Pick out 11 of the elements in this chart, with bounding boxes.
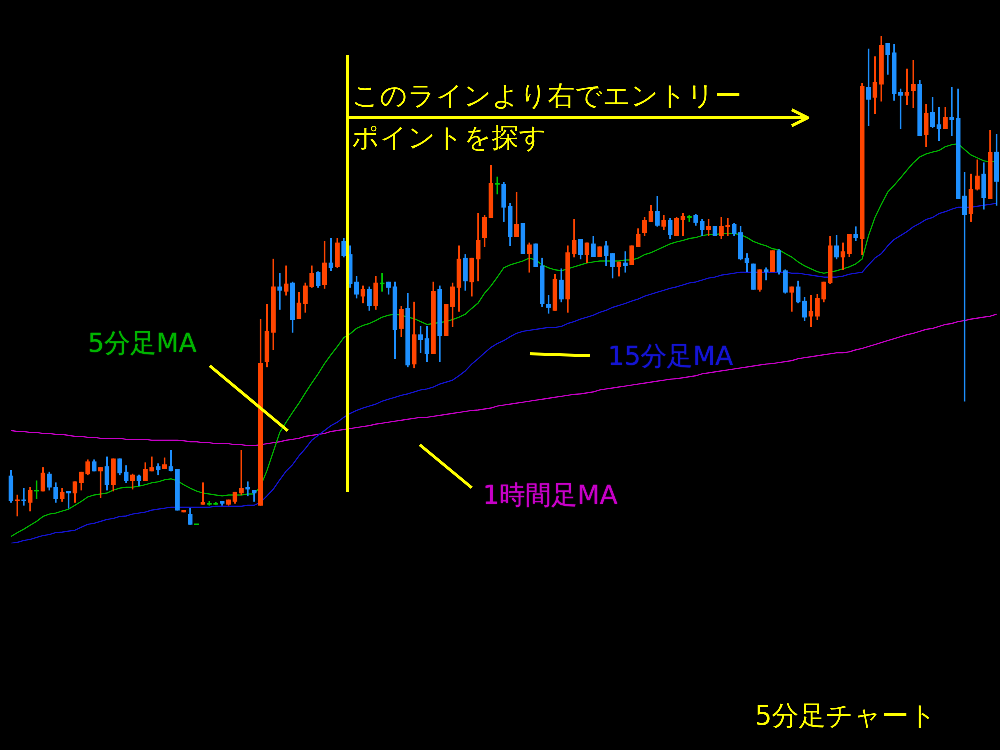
candlestick xyxy=(22,488,26,506)
annotation: このラインより右でエントリー xyxy=(352,80,742,114)
annotation: ポイントを探す xyxy=(352,122,547,156)
series-label: 15分足MA xyxy=(608,341,734,373)
candlestick xyxy=(854,226,858,242)
text: 5分足チャート xyxy=(755,700,938,734)
text: 5分足MA xyxy=(88,328,197,360)
candlestick xyxy=(278,273,282,310)
candlestick xyxy=(790,286,794,312)
candlestick xyxy=(246,482,250,497)
text: 1時間足MA xyxy=(483,480,618,512)
